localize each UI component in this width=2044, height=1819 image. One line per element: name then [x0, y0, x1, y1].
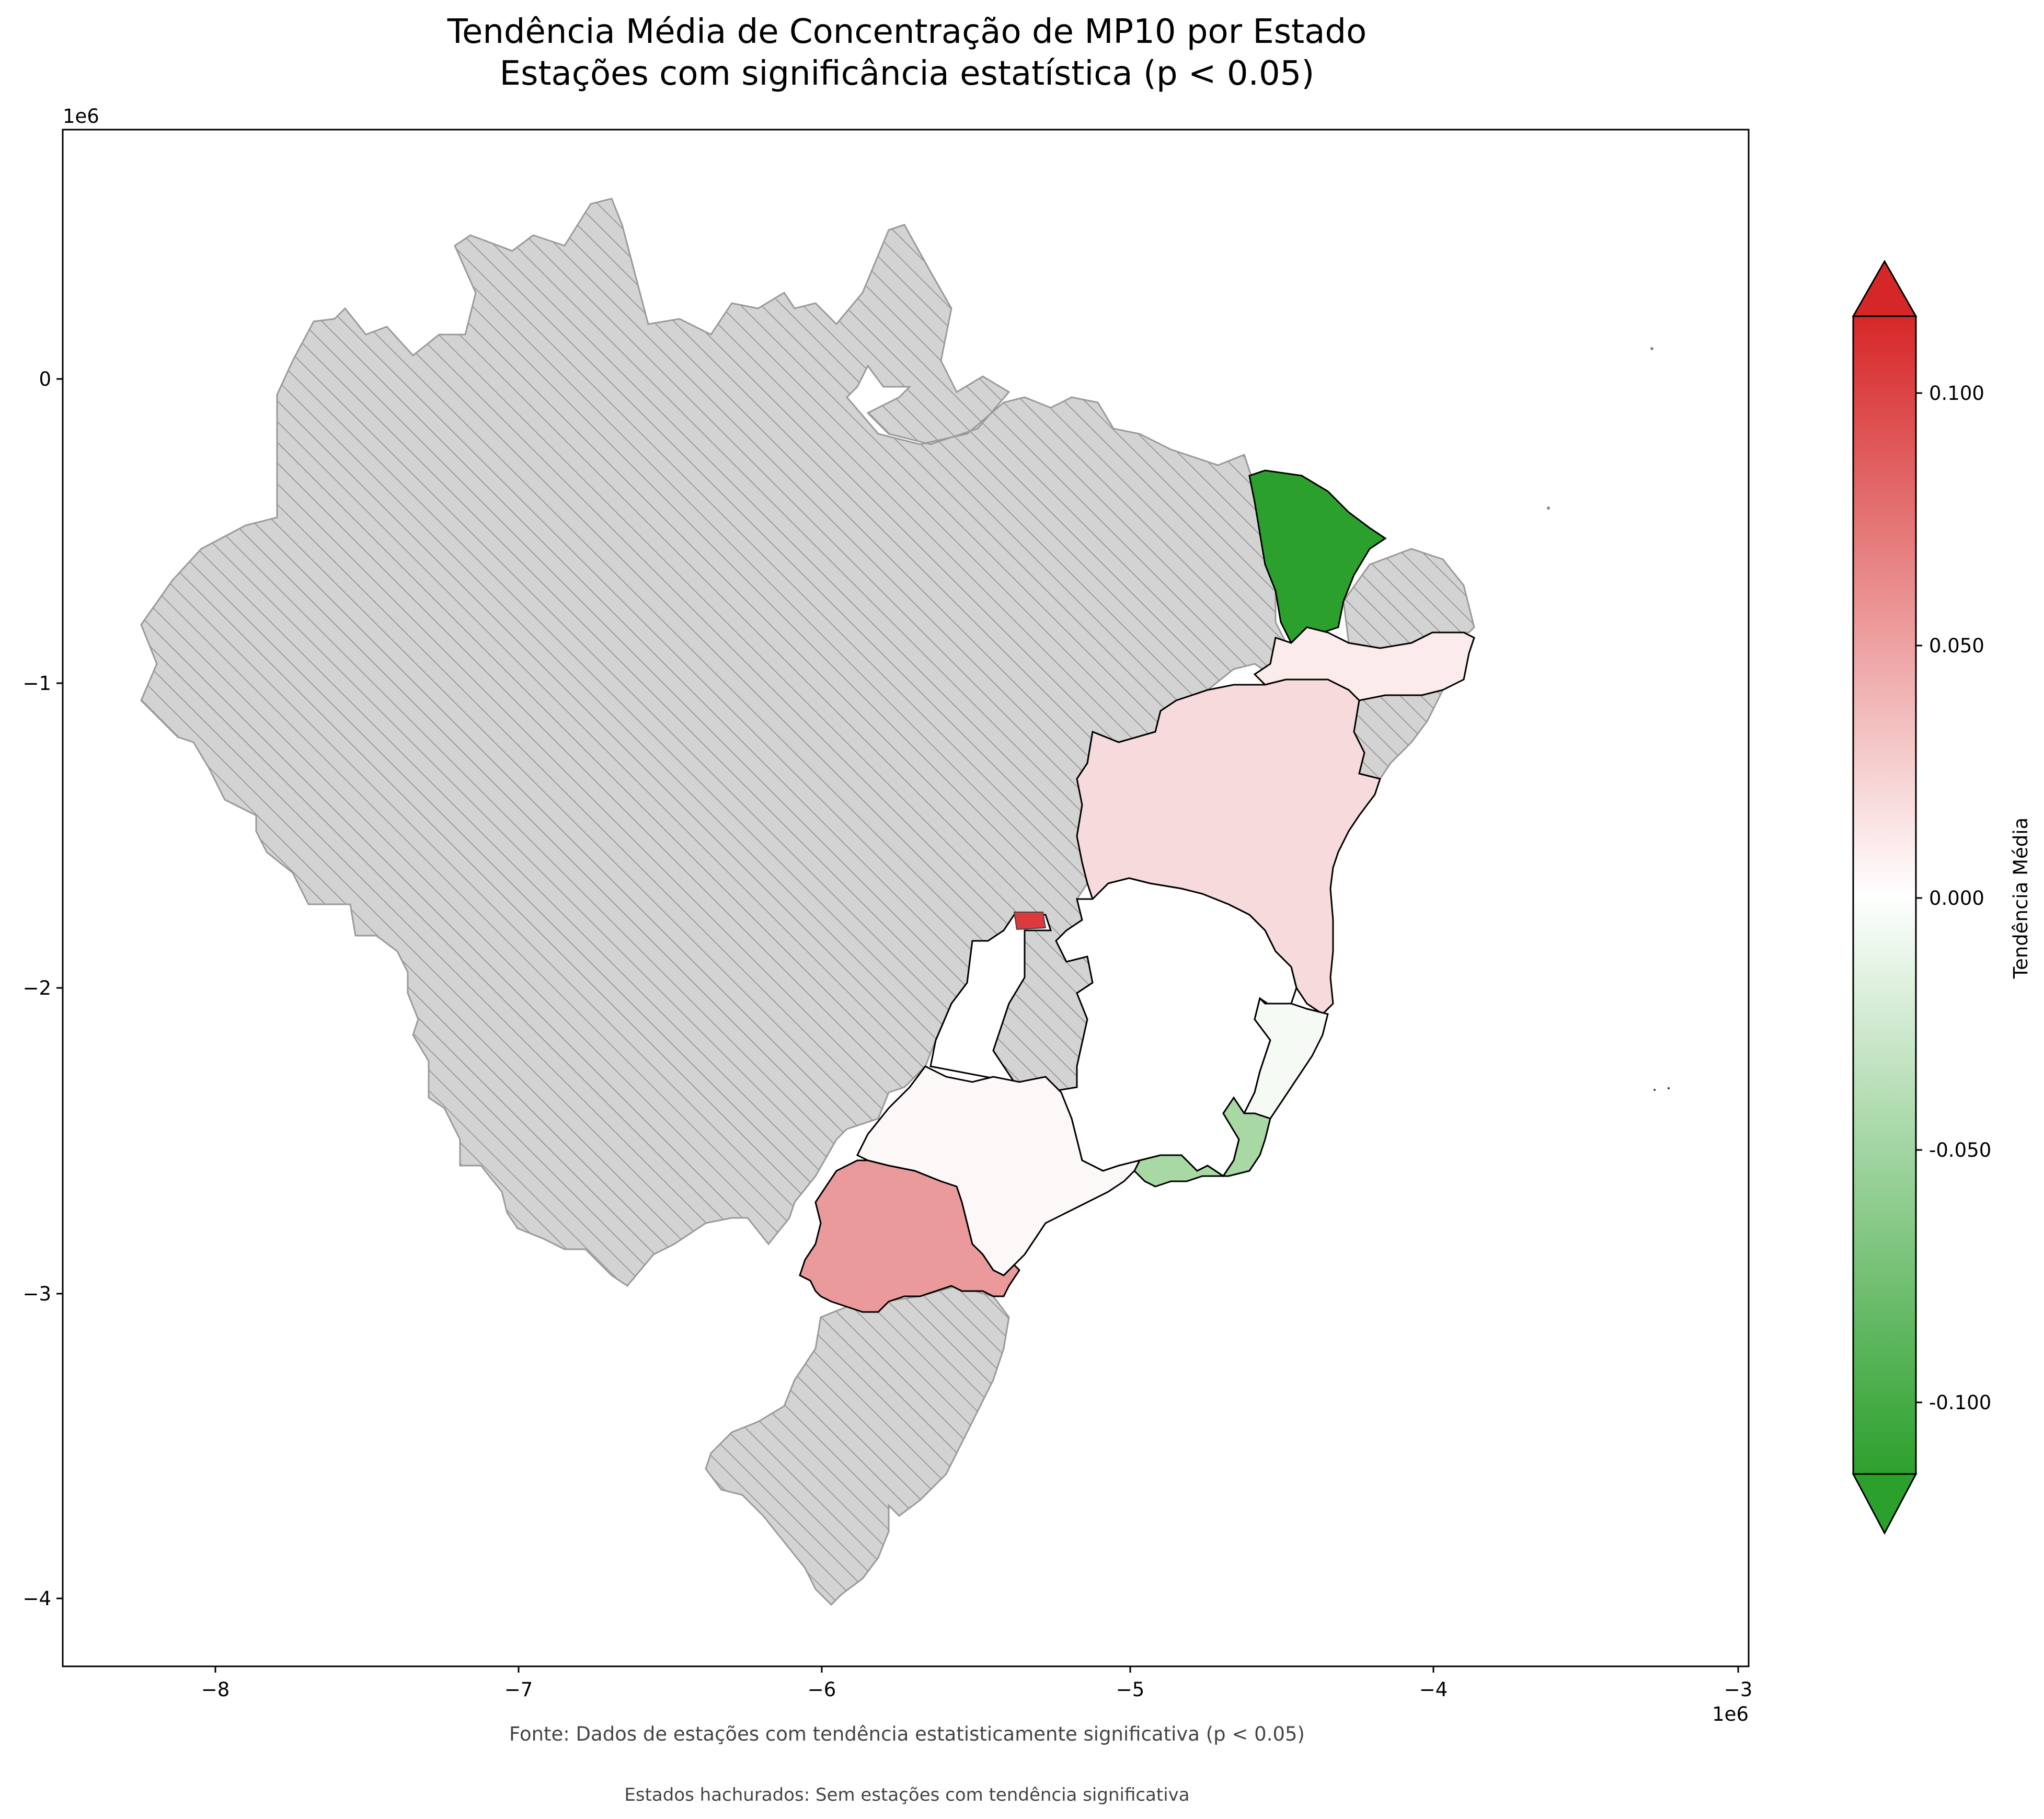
footnote-source: Fonte: Dados de estações com tendência e…	[509, 1723, 1305, 1745]
map-geometries	[140, 198, 1670, 1606]
colorbar-label: Tendência Média	[2009, 818, 2032, 979]
x-tick-label: −3	[1724, 1678, 1753, 1701]
colorbar-tick-label: 0.050	[1929, 635, 1984, 657]
state-shape-south-hatched	[705, 1285, 1010, 1606]
colorbar-tick-label: 0.000	[1929, 887, 1984, 910]
x-tick-label: −5	[1116, 1678, 1145, 1701]
x-tick-label: −4	[1419, 1678, 1448, 1701]
island-dot	[1547, 506, 1550, 510]
y-tick-label: −3	[22, 1283, 51, 1305]
x-offset-label: 1e6	[1712, 1703, 1749, 1725]
state-shape-minas-gerais	[929, 877, 1297, 1178]
state-shape-bahia	[1076, 678, 1381, 1015]
x-tick-label: −6	[808, 1678, 836, 1701]
y-tick-label: −1	[22, 672, 51, 695]
x-axis: −8 −7 −6 −5 −4 −3 1e6	[201, 1666, 1753, 1725]
state-shape-parana	[799, 1159, 1020, 1313]
colorbar-extend-top	[1852, 259, 1917, 317]
y-offset-label: 1e6	[63, 105, 99, 128]
y-tick-label: −2	[22, 977, 51, 999]
colorbar-tick-label: 0.100	[1929, 382, 1984, 405]
colorbar-gradient	[1852, 315, 1917, 1475]
island-dot	[1668, 1087, 1670, 1089]
state-shape-espirito-santo	[1243, 997, 1329, 1120]
state-shape-rio-de-janeiro	[1133, 1096, 1271, 1188]
chart-title-line2: Estações com significância estatística (…	[500, 54, 1315, 93]
y-axis: 0 −1 −2 −3 −4 1e6	[22, 105, 99, 1610]
chart-title-line1: Tendência Média de Concentração de MP10 …	[447, 13, 1367, 51]
map-axes	[62, 129, 1750, 1667]
x-tick-label: −8	[201, 1678, 230, 1701]
y-tick-label: −4	[22, 1587, 51, 1610]
y-tick-label: 0	[39, 368, 51, 390]
state-shape-ceara	[1248, 469, 1387, 644]
colorbar-extend-bottom	[1852, 1473, 1917, 1535]
island-dot	[1650, 347, 1653, 350]
island-dot	[1653, 1089, 1656, 1091]
x-tick-label: −7	[504, 1678, 533, 1701]
colorbar-tick-label: -0.050	[1929, 1139, 1991, 1161]
colorbar-tick-label: -0.100	[1929, 1391, 1991, 1414]
colorbar: 0.100 0.050 0.000 -0.050 -0.100 Tendênci…	[1852, 259, 2032, 1535]
footnote-hatch: Estados hachurados: Sem estações com ten…	[624, 1785, 1189, 1805]
state-shape-distrito-federal	[1013, 912, 1047, 930]
